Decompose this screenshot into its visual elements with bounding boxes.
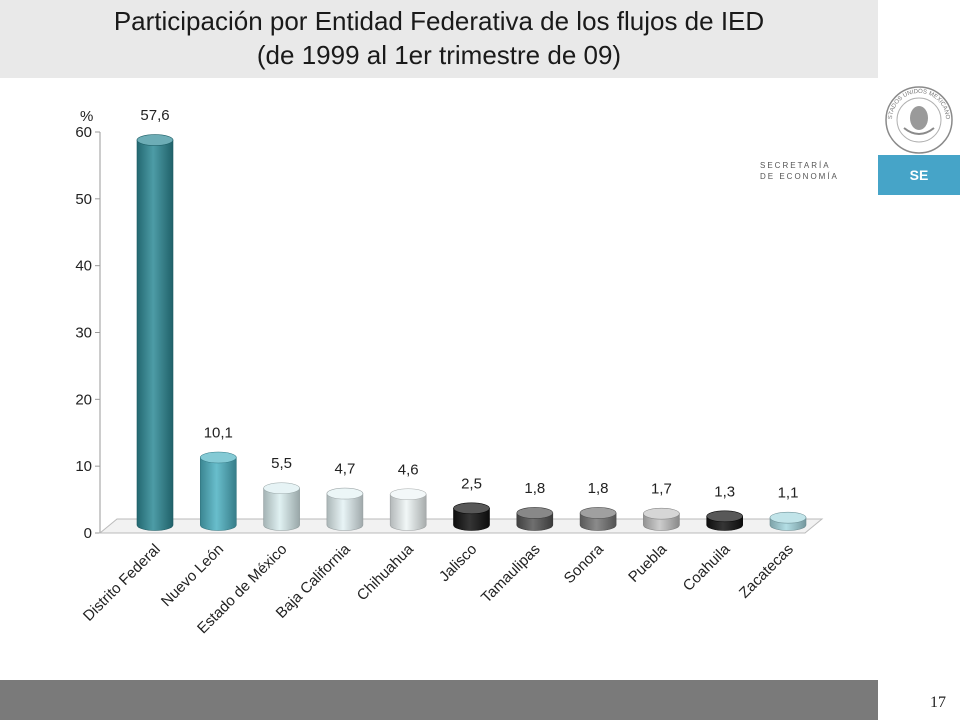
data-label: 1,7: [651, 481, 672, 498]
y-axis: 0 10 20 30 40 50 60: [75, 124, 101, 542]
bar-7: [579, 507, 617, 531]
y-tick-label: 30: [75, 325, 92, 342]
agency-name-line-1: SECRETARÍA: [760, 161, 831, 170]
title-bar: Participación por Entidad Federativa de …: [0, 0, 878, 78]
data-label: 5,5: [271, 455, 292, 472]
data-label: 1,8: [588, 480, 609, 497]
slide-title-line-1: Participación por Entidad Federativa de …: [113, 6, 765, 36]
bar-top: [643, 507, 680, 520]
category-label: Sonora: [561, 540, 608, 587]
y-tick-label: 50: [75, 191, 92, 208]
bar-1: [200, 451, 237, 531]
agency-badge: SE: [878, 155, 960, 195]
footer-bar: [0, 680, 878, 720]
bar-top: [200, 451, 237, 464]
category-label: Puebla: [625, 540, 671, 586]
category-label: Nuevo León: [158, 541, 227, 610]
agency-name: SECRETARÍA DE ECONOMÍA: [760, 160, 876, 182]
bar-body: [200, 457, 237, 531]
bar-body: [389, 493, 427, 531]
bar-top: [706, 510, 744, 523]
data-label: 1,3: [714, 483, 735, 500]
bar-top: [326, 487, 364, 500]
y-tick-label: 10: [75, 458, 92, 475]
bar-body: [263, 487, 300, 531]
bar-4: [389, 488, 427, 531]
bar-top: [389, 488, 427, 501]
data-label: 4,7: [334, 461, 355, 478]
data-labels: 57,6 10,1 5,5 4,7 4,6 2,5 1,8 1,8 1,7 1,3 1,1: [140, 107, 798, 502]
bar-top: [516, 507, 554, 519]
bar-top: [579, 507, 617, 519]
data-label: 10,1: [204, 424, 233, 441]
y-axis-label: %: [80, 108, 93, 125]
y-tick-label: 40: [75, 258, 92, 275]
bar-body: [453, 507, 490, 531]
page-number: 17: [930, 694, 946, 711]
bar-top: [453, 502, 490, 515]
y-tick-label: 60: [75, 124, 92, 141]
data-label: 1,8: [524, 480, 545, 497]
category-label: Chihuahua: [354, 540, 418, 604]
bar-8: [643, 507, 680, 531]
bar-chart: % 0 10 20 30 40 50 60 57,6 10,1 5,5 4,7 4,6 2,5 1,8 1…: [75, 107, 824, 637]
category-label: Zacatecas: [736, 541, 797, 602]
y-tick-label: 0: [84, 525, 92, 542]
bar-9: [706, 510, 744, 531]
bar-top: [769, 511, 807, 524]
bar-top: [136, 134, 174, 146]
category-label: Jalisco: [436, 541, 480, 585]
bar-2: [263, 482, 300, 531]
data-label: 1,1: [778, 485, 799, 502]
agency-name-line-2: DE ECONOMÍA: [760, 172, 839, 181]
bar-3: [326, 487, 364, 531]
data-label: 2,5: [461, 475, 482, 492]
bars: [136, 134, 807, 531]
bar-body: [136, 139, 174, 531]
bar-6: [516, 507, 554, 531]
slide-title-line-2: (de 1999 al 1er trimestre de 09): [256, 40, 622, 70]
data-label: 4,6: [398, 461, 419, 478]
category-label: Coahuila: [680, 540, 734, 594]
bar-0: [136, 134, 174, 531]
category-label: Distrito Federal: [80, 541, 164, 625]
data-label: 57,6: [140, 107, 169, 124]
bar-top: [263, 482, 300, 495]
bar-body: [326, 493, 364, 531]
bar-10: [769, 511, 807, 531]
y-tick-label: 20: [75, 391, 92, 408]
bar-5: [453, 502, 490, 531]
category-label: Tamaulipas: [478, 541, 544, 607]
